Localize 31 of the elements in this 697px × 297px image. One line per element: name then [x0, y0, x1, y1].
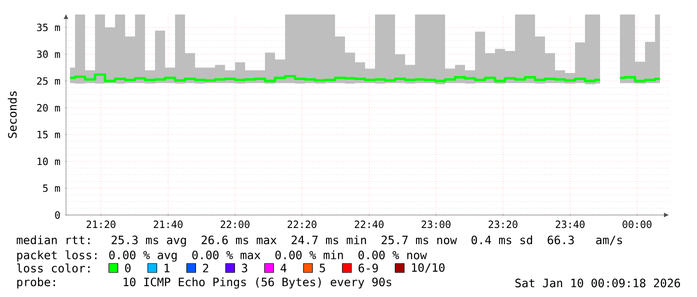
y-tick-label: 10 m	[38, 158, 60, 166]
x-tick-label: 21:40	[154, 220, 183, 228]
x-tick-label: 23:40	[556, 220, 585, 228]
text: probe: 10 ICMP Echo Pings (56 Bytes) every 90s	[17, 277, 392, 289]
legend-label: 3	[242, 264, 248, 272]
x-tick-label: 22:00	[220, 220, 250, 228]
y-tick-label: 0	[55, 211, 60, 219]
legend-label: 2	[203, 264, 208, 272]
legend-label: 4	[280, 264, 286, 272]
legend-label: 5	[320, 264, 325, 272]
legend-label: 1	[164, 264, 170, 272]
x-tick-label: 23:20	[488, 220, 518, 228]
y-tick-label: 25 m	[37, 77, 60, 85]
legend-label: 10/10	[412, 263, 445, 273]
text: median rtt: 25.3 ms avg 26.6 ms max 24.7 ms min 25.7 ms now 0.4 ms sd 66.3 am/s	[16, 235, 622, 247]
x-tick-label: 21:20	[86, 220, 116, 228]
y-tick-label: 20 m	[37, 104, 60, 112]
x-tick-label: 23:00	[422, 220, 450, 228]
y-tick-label: 15 m	[38, 130, 60, 138]
text: Sat Jan 10 00:09:18 2026	[515, 278, 680, 288]
y-axis-title: Seconds	[8, 91, 17, 138]
legend-label: 0	[125, 264, 131, 272]
y-tick-label: 5 m	[43, 184, 60, 192]
legend-title: loss color:	[17, 264, 90, 272]
x-tick-label: 22:40	[354, 220, 384, 228]
y-tick-label: 35 m	[37, 24, 60, 32]
text: packet loss: 0.00 % avg 0.00 % max 0.00 % min 0.00 % now	[17, 250, 427, 262]
x-tick-label: 00:00	[622, 220, 652, 228]
x-tick-label: 22:20	[288, 220, 316, 228]
y-tick-label: 30 m	[37, 50, 60, 58]
legend-label: 6-9	[358, 264, 378, 272]
